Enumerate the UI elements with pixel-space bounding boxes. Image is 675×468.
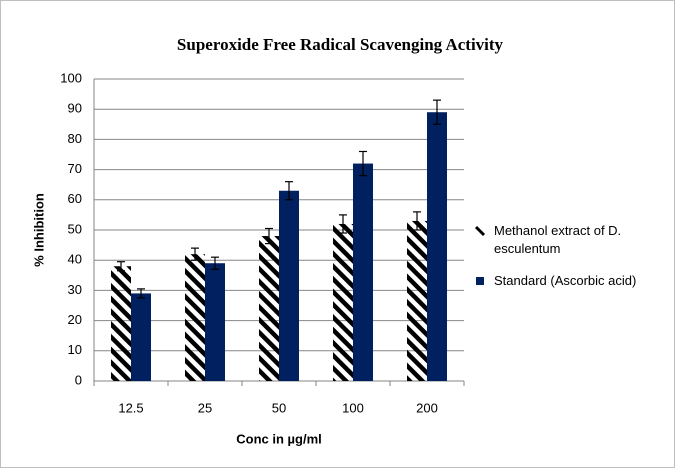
bar xyxy=(333,223,353,381)
error-bar xyxy=(137,288,145,299)
bar xyxy=(279,190,299,381)
error-bar xyxy=(117,261,125,272)
y-tick-label: 60 xyxy=(68,191,82,206)
x-tick-label: 25 xyxy=(198,400,212,415)
x-axis-title: Conc in µg/ml xyxy=(236,431,322,446)
legend-swatch xyxy=(476,277,484,285)
bar xyxy=(185,254,205,381)
error-bar xyxy=(359,150,367,177)
error-bar xyxy=(191,247,199,261)
legend-entry: Methanol extract of D. esculentum xyxy=(494,223,622,256)
bar xyxy=(205,263,225,381)
legend-swatch xyxy=(474,225,486,237)
y-tick-label: 30 xyxy=(68,282,82,297)
y-tick-label: 40 xyxy=(68,252,82,267)
y-tick-label: 80 xyxy=(68,131,82,146)
y-tick-label: 100 xyxy=(60,70,82,85)
error-bar xyxy=(433,99,441,125)
y-tick-label: 10 xyxy=(68,342,82,357)
y-tick-label: 20 xyxy=(68,312,82,327)
legend-entry: Standard (Ascorbic acid) xyxy=(494,273,637,288)
y-axis-title: % Inhibition xyxy=(31,193,46,267)
chart-title: Superoxide Free Radical Scavenging Activ… xyxy=(177,35,504,54)
bar xyxy=(111,266,131,381)
bar xyxy=(407,220,427,381)
error-bar xyxy=(285,181,293,201)
y-tick-label: 70 xyxy=(68,161,82,176)
x-tick-label: 100 xyxy=(342,400,364,415)
x-tick-label: 50 xyxy=(272,400,286,415)
y-tick-label: 90 xyxy=(68,101,82,116)
bar xyxy=(259,236,279,381)
error-bar xyxy=(265,227,273,245)
error-bar xyxy=(413,211,421,231)
error-bar xyxy=(211,256,219,270)
bar xyxy=(427,112,447,381)
y-tick-label: 50 xyxy=(68,221,82,236)
bar xyxy=(353,163,373,381)
y-tick-label: 0 xyxy=(75,372,82,387)
x-tick-label: 12.5 xyxy=(118,400,143,415)
x-tick-label: 200 xyxy=(416,400,438,415)
bar xyxy=(131,293,151,381)
error-bar xyxy=(339,214,347,234)
